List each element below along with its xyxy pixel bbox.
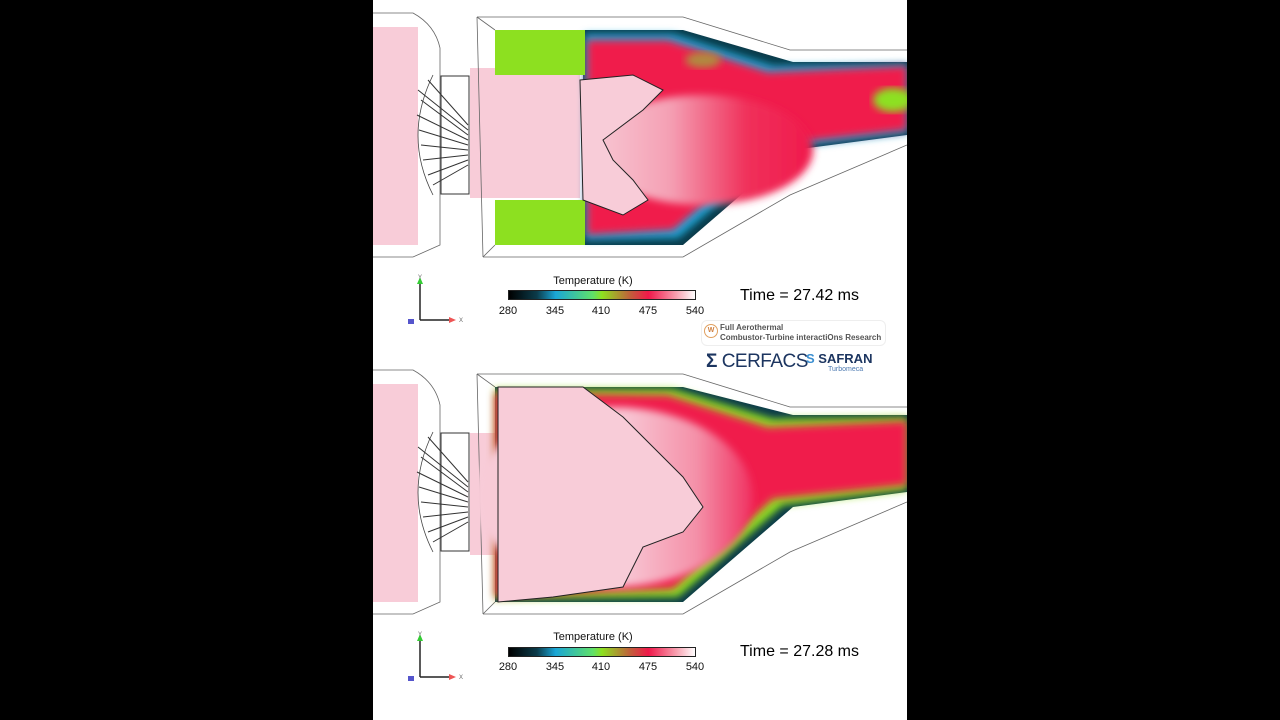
factor-line2: Combustor-Turbine interactiOns Research [720, 333, 882, 342]
colorbar-tick: 475 [638, 661, 658, 673]
simulation-panel-bottom: Y X Temperature (K) 280 345 410 475 540 … [373, 357, 907, 720]
colorbar-tick: 345 [545, 661, 565, 673]
colorbar-tick: 540 [685, 305, 705, 317]
colorbar-tick: 410 [591, 661, 611, 673]
colorbar [508, 647, 696, 657]
simulation-frame: Y X Temperature (K) 280 345 410 475 540 … [373, 0, 907, 720]
colorbar-title: Temperature (K) [553, 631, 633, 643]
colorbar-tick: 280 [498, 305, 518, 317]
axis-triad: Y X [408, 275, 463, 324]
axis-x-label: X [459, 318, 463, 324]
swirler [416, 79, 469, 186]
factor-line1: Full Aerothermal [720, 323, 784, 332]
safran-logo: S SAFRAN [806, 351, 873, 366]
turbomeca-label: Turbomeca [828, 366, 864, 373]
colorbar-tick: 410 [591, 305, 611, 317]
axis-y-label: Y [418, 275, 422, 281]
cerfacs-logo: Σ CERFACS [706, 351, 808, 372]
axis-y-label: Y [418, 632, 422, 638]
temperature-field-bottom [373, 369, 907, 615]
factor-logo: W Full Aerothermal Combustor-Turbine int… [701, 320, 887, 346]
time-label: Time = 27.28 ms [740, 643, 860, 660]
colorbar-tick: 345 [545, 305, 565, 317]
colorbar-tick: 475 [638, 305, 658, 317]
simulation-panel-top: Y X Temperature (K) 280 345 410 475 540 … [373, 0, 907, 373]
colorbar-tick: 540 [685, 661, 705, 673]
colorbar [508, 290, 696, 300]
axis-x-label: X [459, 675, 463, 681]
colorbar-title: Temperature (K) [553, 275, 633, 287]
temperature-field-top [373, 12, 907, 258]
time-label: Time = 27.42 ms [740, 287, 860, 304]
factor-logo-icon: W [704, 324, 718, 338]
colorbar-tick: 280 [498, 661, 518, 673]
axis-triad: Y X [408, 632, 463, 681]
swirler [416, 436, 469, 543]
